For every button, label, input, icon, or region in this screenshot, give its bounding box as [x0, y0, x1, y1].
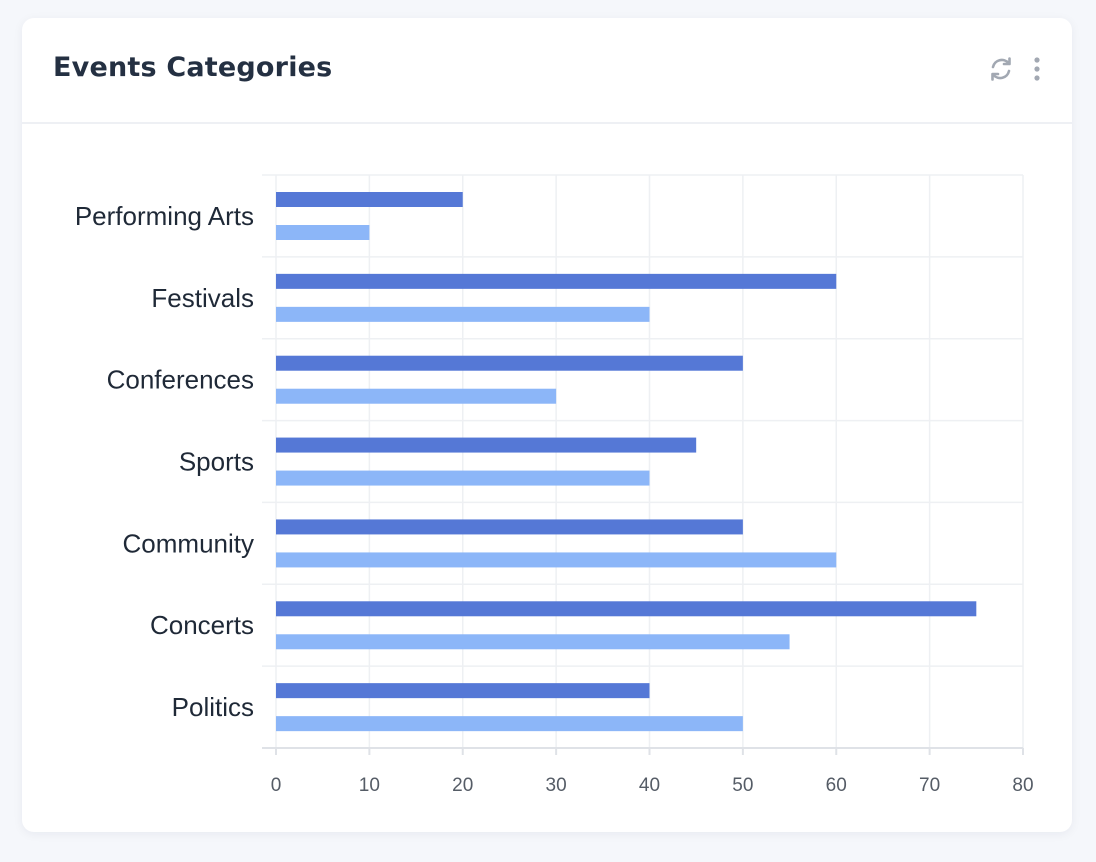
header-actions — [986, 54, 1044, 84]
bar-series-1 — [276, 519, 743, 535]
x-tick-label: 80 — [1012, 775, 1033, 796]
category-label: Community — [123, 528, 254, 558]
bar-series-2 — [276, 634, 790, 650]
bar-series-1 — [276, 273, 837, 289]
bar-series-2 — [276, 225, 370, 240]
x-tick-label: 30 — [546, 775, 567, 796]
bar-series-2 — [276, 552, 837, 568]
category-label: Festivals — [151, 283, 254, 313]
x-tick-label: 70 — [919, 775, 940, 796]
bar-series-2 — [276, 388, 557, 404]
x-tick-label: 20 — [452, 775, 473, 796]
category-label: Concerts — [150, 610, 254, 640]
x-tick-label: 10 — [359, 775, 380, 796]
more-options-button[interactable] — [1030, 54, 1044, 84]
category-label: Performing Arts — [75, 201, 254, 231]
category-label: Politics — [172, 692, 254, 722]
x-tick-label: 40 — [639, 775, 660, 796]
events-categories-card: Events Categories 0 10 20 30 40 50 60 70 80 Perfo… — [22, 18, 1072, 832]
x-tick-label: 60 — [826, 775, 847, 796]
bar-series-1 — [276, 683, 650, 699]
bar-series-1 — [276, 192, 463, 207]
bar-series-2 — [276, 716, 743, 732]
card-header: Events Categories — [22, 18, 1072, 124]
bar-series-1 — [276, 601, 977, 617]
refresh-icon — [991, 57, 1011, 81]
x-tick-label: 0 — [271, 775, 282, 796]
bar-series-2 — [276, 306, 650, 322]
x-tick-label: 50 — [732, 775, 753, 796]
category-label: Sports — [179, 447, 254, 477]
more-vertical-icon — [1034, 57, 1040, 81]
refresh-button[interactable] — [986, 54, 1016, 84]
category-label: Conferences — [107, 365, 254, 395]
events-categories-chart: 0 10 20 30 40 50 60 70 80 Performing Arts Festival… — [75, 174, 1034, 796]
bar-series-1 — [276, 437, 697, 453]
bar-series-1 — [276, 355, 743, 371]
card-title: Events Categories — [53, 52, 333, 83]
bar-series-2 — [276, 470, 650, 486]
